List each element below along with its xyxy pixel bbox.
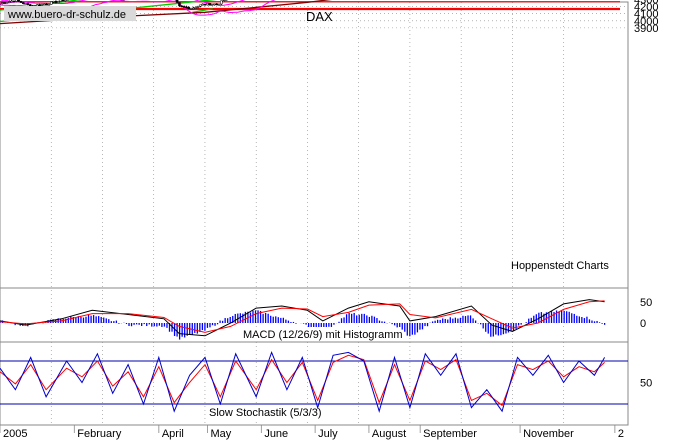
candle-body (43, 3, 46, 6)
candle-body (201, 3, 205, 6)
candle-body (54, 1, 58, 3)
price-tick-label: 4000 (634, 16, 658, 28)
price-tick-label: 4300 (634, 0, 658, 7)
candle-body (175, 0, 179, 3)
macd-title: MACD (12/26/9) mit Histogramm (243, 329, 403, 341)
candle-body (196, 6, 200, 8)
candle-body (224, 0, 228, 1)
watermark-bg (4, 6, 136, 21)
x-tick-label: September (423, 428, 477, 440)
candle-body (192, 7, 195, 10)
x-tick-label: February (77, 428, 122, 440)
price-tick-label: 3900 (634, 23, 658, 35)
source-note: Hoppenstedt Charts (511, 260, 609, 272)
stoch-title-bg (207, 405, 311, 419)
x-tick-label: August (372, 428, 406, 440)
candle-body (45, 3, 48, 6)
candle-body (182, 6, 186, 8)
watermark-text: www.buero-dr-schulz.de (7, 9, 126, 21)
candle-body (64, 0, 67, 2)
candle-body (8, 1, 11, 3)
candle-body (222, 0, 225, 2)
candle-body (1, 2, 4, 4)
macd-line (0, 299, 605, 337)
chart-title: DAX (306, 9, 333, 24)
axes: 5500540053005200510050004900480047004600… (0, 0, 658, 440)
stochastic-tick-label: 50 (640, 378, 652, 390)
candle-body (3, 2, 6, 4)
macd-tick-label: 50 (640, 297, 652, 309)
candle-body (194, 7, 198, 9)
x-tick-label: July (318, 428, 338, 440)
candle-body (199, 4, 202, 7)
stochastic-k-line (0, 350, 606, 413)
candle-body (59, 0, 62, 2)
candle-body (52, 1, 55, 3)
macd-tick-label: 0 (640, 318, 646, 330)
candle-body (185, 6, 188, 9)
macd-panel (0, 299, 606, 340)
candle-body (26, 3, 30, 5)
candle-body (47, 3, 51, 6)
candle-body (61, 0, 65, 2)
macd-title-bg (241, 327, 389, 341)
stochastic-panel (0, 350, 628, 413)
candle-body (208, 3, 211, 6)
candle-body (57, 1, 60, 3)
stochastic-panel-frame (0, 341, 629, 426)
candle-body (17, 0, 20, 2)
candle-body (220, 0, 223, 5)
stochastic-d-line (0, 354, 605, 407)
x-tick-label: 2005 (3, 428, 27, 440)
x-tick-label: June (264, 428, 288, 440)
candle-body (5, 2, 9, 4)
candle-body (213, 3, 216, 6)
candle-body (203, 3, 207, 6)
stochastic-title: Slow Stochastik (5/3/3) (209, 407, 322, 419)
candle-body (19, 1, 23, 3)
x-tick-label: November (523, 428, 574, 440)
candle-body (217, 3, 221, 6)
candle-body (0, 2, 2, 5)
macd-signal-line (0, 300, 605, 333)
candle-body (178, 2, 181, 7)
candle-body (187, 7, 191, 9)
price-tick-label: 4200 (634, 2, 658, 14)
candle-body (180, 5, 184, 8)
x-tick-label: April (162, 428, 184, 440)
candle-body (15, 0, 18, 2)
candle-body (50, 1, 53, 5)
candle-body (22, 2, 25, 4)
lower-bollinger-band (0, 0, 276, 16)
candle-body (10, 0, 13, 3)
candle-body (189, 8, 193, 10)
price-tick-label: 4100 (634, 9, 658, 21)
candle-body (210, 4, 214, 6)
candle-body (206, 3, 209, 6)
trend-line (192, 8, 213, 13)
candle-body (38, 4, 41, 6)
x-tick-label: May (211, 428, 232, 440)
candle-body (215, 3, 218, 6)
x-tick-label: 2 (618, 428, 624, 440)
candle-body (40, 4, 44, 6)
price-panel-frame (0, 1, 629, 289)
candle-body (12, 0, 16, 3)
candle-body (24, 3, 27, 5)
candle-body (36, 4, 39, 7)
